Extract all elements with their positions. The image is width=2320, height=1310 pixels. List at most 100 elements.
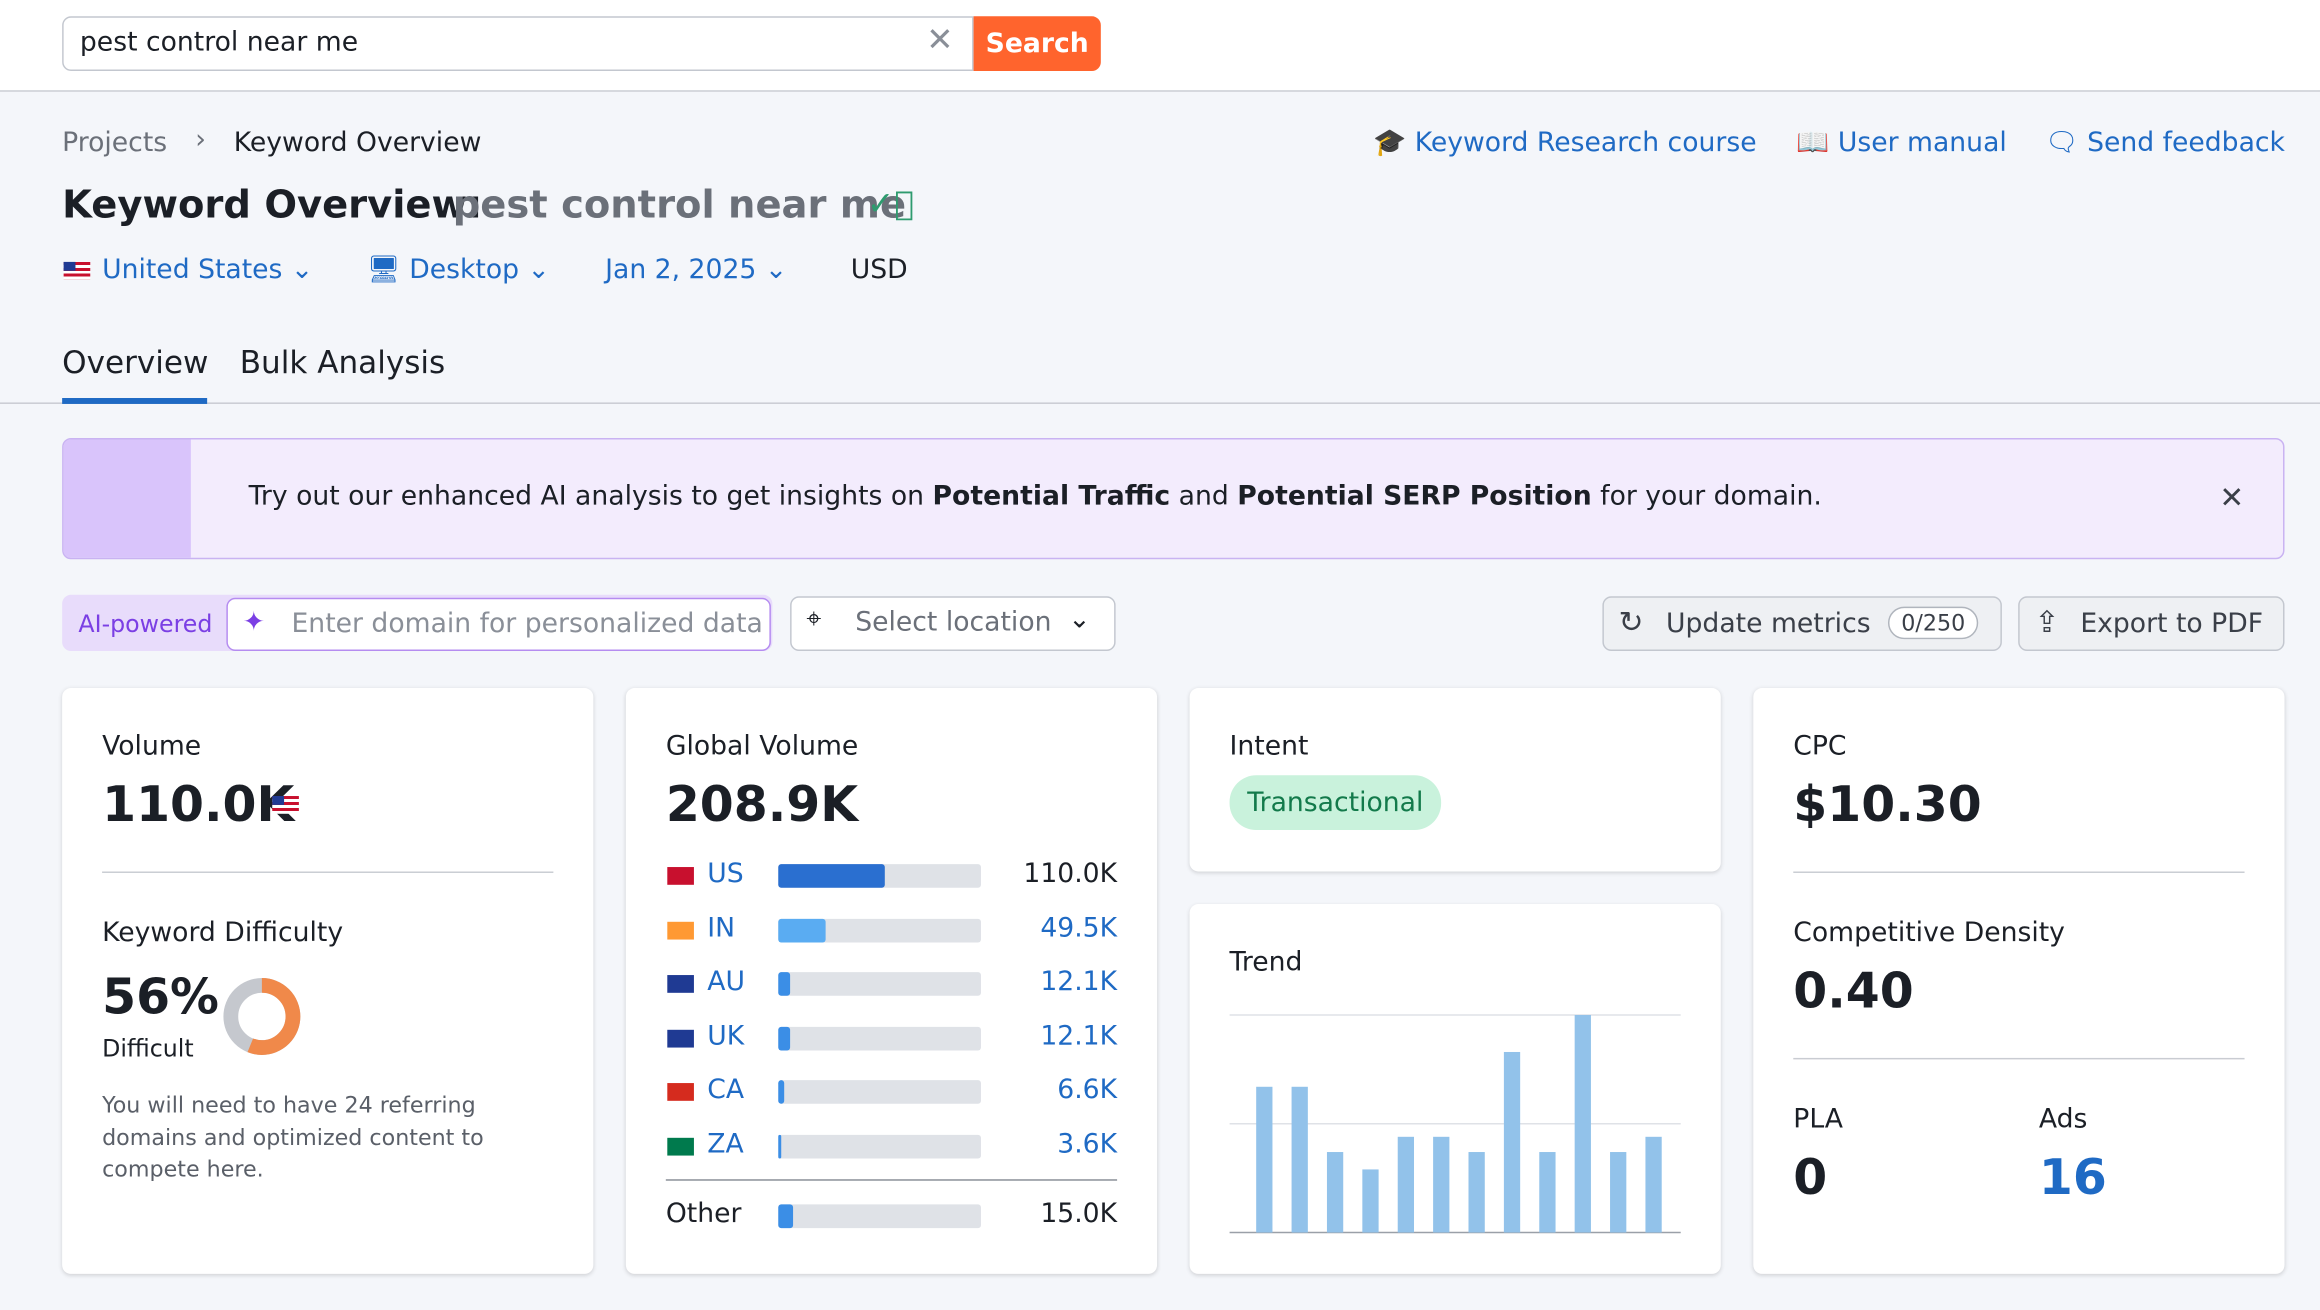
trend-bar (1503, 1051, 1521, 1233)
export-icon: ⇪ (2034, 603, 2060, 640)
trend-bar (1397, 1136, 1415, 1233)
divider (102, 871, 554, 873)
country-flag (667, 867, 694, 885)
volume-card (62, 688, 594, 1274)
volume-value: 15.0K (1040, 1198, 1118, 1230)
device-select[interactable]: 🖥 Desktop ⌄ (366, 254, 550, 286)
bar-track (778, 918, 981, 942)
country-flag (667, 1029, 694, 1048)
tab[interactable]: Bulk Analysis (239, 344, 446, 381)
update-count: 0/250 (1887, 606, 1979, 640)
divider (665, 1179, 1118, 1181)
trend-bar (1326, 1152, 1344, 1233)
trend-bar (1291, 1086, 1308, 1233)
date-select[interactable]: Jan 2, 2025 ⌄ (605, 254, 788, 286)
us-flag (63, 261, 91, 280)
country-select[interactable]: United States ⌄ (102, 254, 314, 286)
breadcrumb-separator: › (195, 124, 206, 156)
feedback-link[interactable]: 🗨 Send feedback (2044, 127, 2285, 159)
cpc-value: $10.30 (1793, 775, 1982, 834)
date: Jan 2, 2025 (605, 254, 757, 286)
trend-bar (1256, 1086, 1273, 1233)
country-code: AU (707, 966, 745, 998)
pla-label: PLA (1793, 1103, 1844, 1135)
ai-badge: AI-powered (78, 609, 213, 638)
tab-underline (62, 398, 208, 404)
volume-value: 3.6K (1057, 1128, 1118, 1161)
kd-note: You will need to have 24 referring domai… (102, 1091, 484, 1183)
bar-track (778, 1134, 981, 1159)
sparkle-icon: ✦ (242, 606, 265, 638)
cd-label: Competitive Density (1793, 917, 2065, 949)
trend-bar (1468, 1152, 1485, 1233)
country-flag (667, 975, 694, 994)
banner-text-part: Try out our enhanced AI analysis to get … (248, 480, 925, 512)
volume-bar (778, 1080, 785, 1105)
link-text: Keyword Research course (1414, 127, 1757, 159)
trend-bar (1645, 1136, 1662, 1233)
trend-label: Trend (1229, 946, 1303, 979)
update-label: Update metrics (1666, 608, 1871, 640)
tabs-border (0, 402, 2320, 404)
volume-value: 110.0K (1023, 858, 1118, 890)
clear-icon[interactable]: ✕ (926, 22, 954, 60)
bar-track (778, 1026, 981, 1051)
trend-chart (1229, 1014, 1681, 1234)
pla-value: 0 (1793, 1148, 1828, 1206)
banner-bold: Potential SERP Position (1237, 480, 1592, 512)
country-code: ZA (707, 1128, 744, 1161)
us-flag (272, 796, 299, 814)
volume-bar (778, 918, 827, 942)
manual-link[interactable]: 📖 User manual (1796, 127, 2007, 159)
global-volume-value: 208.9K (665, 775, 859, 834)
country-code: CA (707, 1074, 745, 1106)
domain-input[interactable] (226, 597, 771, 652)
search-button[interactable]: Search (973, 16, 1101, 72)
search-input[interactable] (62, 16, 974, 72)
link-text: Send feedback (2087, 127, 2285, 159)
tab-active[interactable]: Overview (62, 344, 209, 381)
link-text: User manual (1837, 127, 2007, 159)
bar-track (778, 972, 981, 997)
banner (62, 437, 2285, 560)
kd-donut (223, 978, 301, 1055)
trend-bar (1362, 1169, 1379, 1233)
trend-bar (1539, 1152, 1556, 1233)
global-volume-label: Global Volume (665, 730, 859, 762)
banner-text-part: for your domain. (1600, 480, 1822, 512)
keyword: pest control near me (452, 183, 907, 228)
location-placeholder: Select location (855, 606, 1052, 638)
volume-value: 12.1K (1040, 1020, 1118, 1052)
cd-value: 0.40 (1793, 961, 1914, 1020)
breadcrumb-item: Keyword Overview (233, 127, 482, 159)
breadcrumb-item[interactable]: Projects (62, 127, 168, 159)
volume-value: 12.1K (1040, 966, 1118, 998)
cpc-label: CPC (1793, 730, 1847, 762)
kd-level: Difficult (102, 1034, 194, 1063)
volume-bar (778, 1026, 790, 1051)
verified-icon: ✓⃝ (867, 186, 914, 224)
ads-label: Ads (2038, 1103, 2088, 1135)
other-label: Other (665, 1198, 742, 1230)
pin-icon: ⌖ (806, 603, 822, 635)
volume-value: 6.6K (1057, 1074, 1118, 1106)
trend-bar (1433, 1136, 1450, 1233)
domain-placeholder: Enter domain for personalized data (291, 608, 763, 640)
export-button[interactable] (2018, 596, 2285, 652)
page-title: Keyword Overview: (62, 183, 483, 228)
trend-bar (1610, 1152, 1627, 1233)
location-select[interactable] (790, 596, 1116, 652)
export-label: Export to PDF (2080, 608, 2264, 640)
country-flag (667, 1083, 694, 1102)
banner-close[interactable]: ✕ (2219, 479, 2245, 515)
course-link[interactable]: 🎓 Keyword Research course (1373, 127, 1757, 159)
ads-value[interactable]: 16 (2038, 1148, 2107, 1206)
device: Desktop (409, 254, 520, 286)
volume-bar (778, 1204, 793, 1229)
trend-bar (1574, 1015, 1591, 1233)
trend-card (1189, 904, 1721, 1274)
divider (1793, 1057, 2245, 1060)
intent-badge: Transactional (1229, 775, 1442, 831)
kd-value: 56% (102, 967, 219, 1026)
